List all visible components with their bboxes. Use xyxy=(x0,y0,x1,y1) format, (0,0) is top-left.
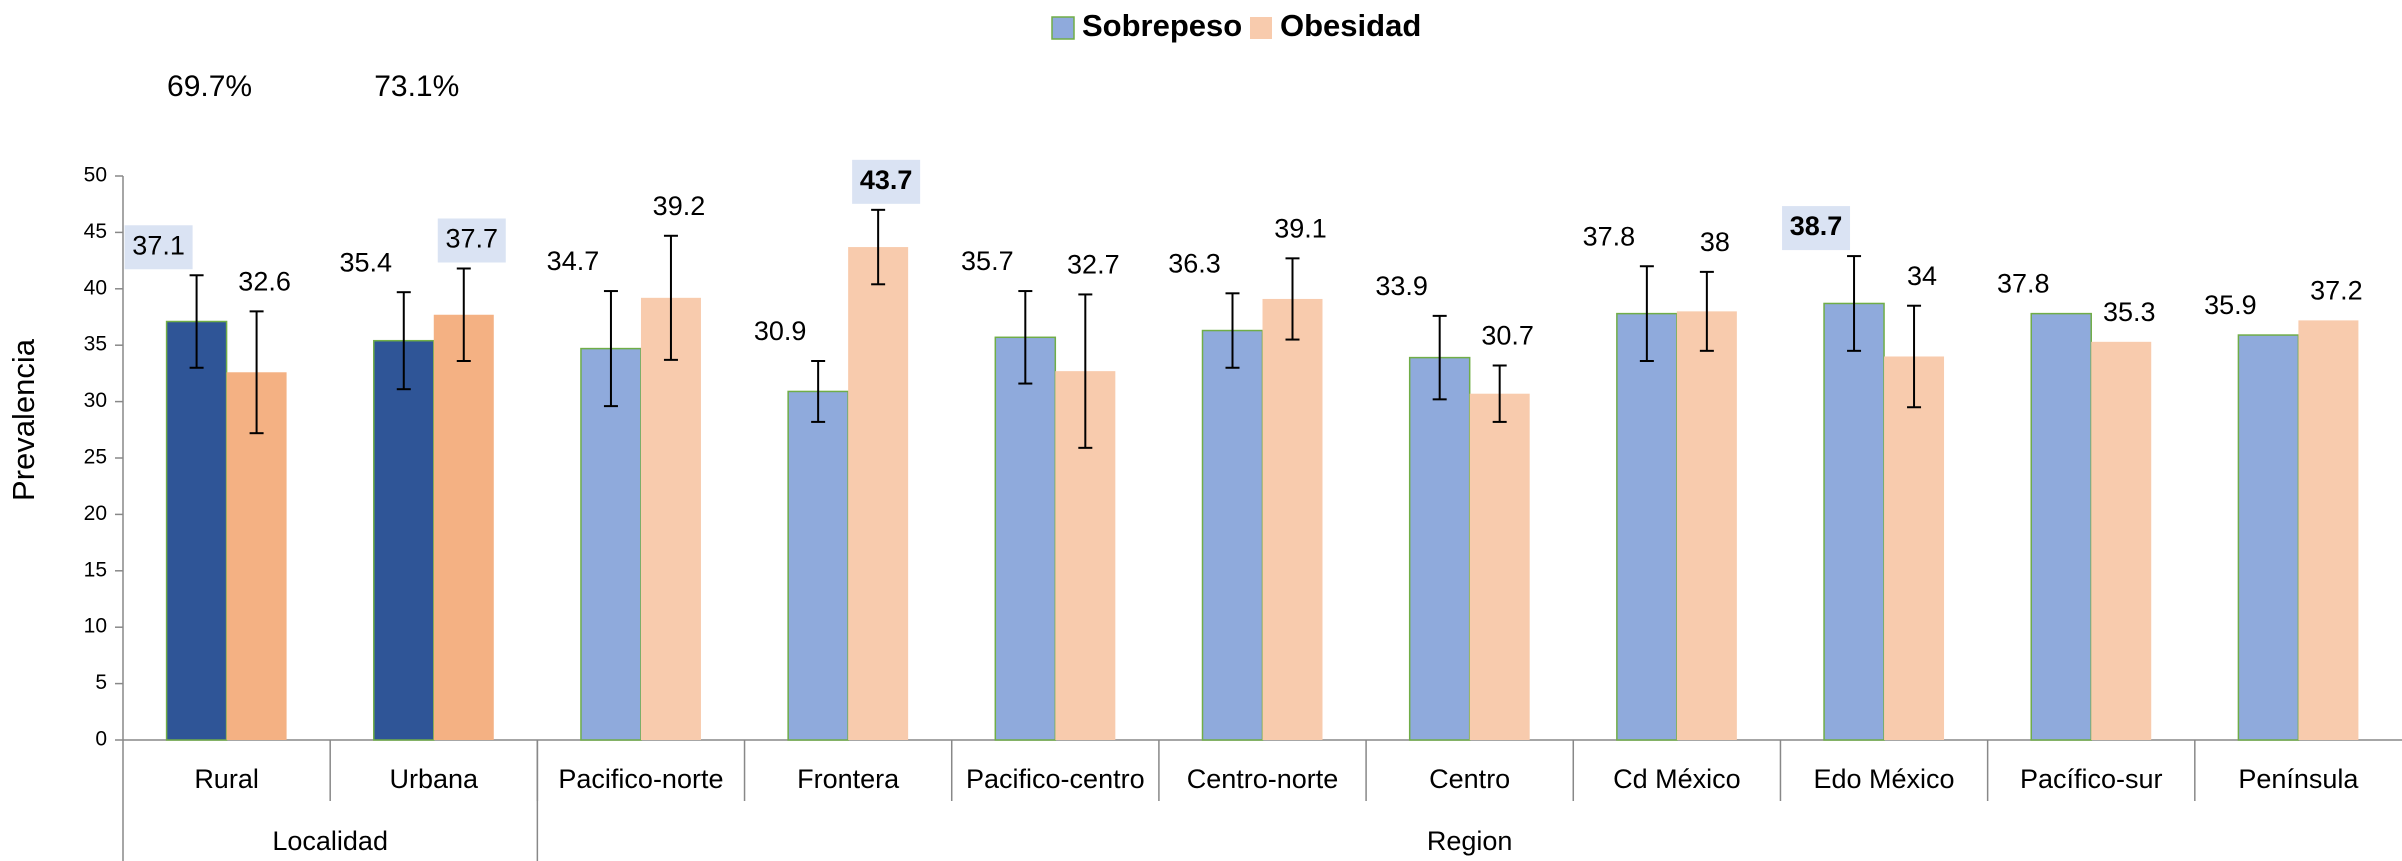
value-label: 30.7 xyxy=(1481,321,1534,351)
label-highlight xyxy=(124,225,193,270)
value-label: 35.9 xyxy=(2204,290,2257,320)
x-tick-label: Urbana xyxy=(389,764,479,794)
bar xyxy=(1262,298,1323,740)
error-bar xyxy=(603,290,618,408)
x-tick-label: Península xyxy=(2238,764,2359,794)
value-label: 30.9 xyxy=(754,316,807,346)
x-tick-label: Centro-norte xyxy=(1187,764,1339,794)
bar xyxy=(1201,329,1264,741)
value-label: 34 xyxy=(1907,261,1937,291)
bar xyxy=(787,390,849,741)
bar xyxy=(1408,356,1471,741)
label-highlight xyxy=(1782,206,1851,251)
value-label: 43.7 xyxy=(860,165,913,195)
legend-label: Sobrepeso xyxy=(1082,8,1242,43)
bar xyxy=(2298,320,2359,740)
error-bar xyxy=(811,359,826,423)
y-tick-label: 20 xyxy=(84,502,107,525)
bar xyxy=(373,339,435,741)
value-label: 32.7 xyxy=(1067,250,1120,280)
bar xyxy=(2091,341,2152,740)
y-tick-label: 25 xyxy=(84,446,107,469)
bar xyxy=(994,336,1057,741)
bar xyxy=(1884,356,1945,740)
value-label: 39.2 xyxy=(653,191,706,221)
value-label: 33.9 xyxy=(1375,271,1428,301)
value-label: 37.8 xyxy=(1997,269,2050,299)
x-tick-label: Frontera xyxy=(797,764,900,794)
bar xyxy=(1823,302,1885,741)
x-tick-label: Pacífico-sur xyxy=(2020,764,2163,794)
annotation: 73.1% xyxy=(374,70,459,103)
y-tick-label: 5 xyxy=(95,671,107,694)
error-bar xyxy=(1847,255,1862,352)
bar xyxy=(848,247,909,740)
value-label: 35.3 xyxy=(2103,297,2156,327)
y-tick-label: 10 xyxy=(84,615,107,638)
y-tick-label: 40 xyxy=(84,276,107,299)
value-label: 37.7 xyxy=(445,224,498,254)
bar xyxy=(1616,312,1678,741)
error-bar xyxy=(456,267,471,362)
legend-swatch xyxy=(1250,17,1272,39)
bar xyxy=(580,347,642,741)
x-tick-label: Pacifico-norte xyxy=(558,764,723,794)
x-tick-label: Centro xyxy=(1429,764,1510,794)
bar xyxy=(433,314,494,740)
error-bar xyxy=(663,234,678,361)
label-highlight xyxy=(437,218,506,263)
bar xyxy=(640,297,701,740)
error-bar xyxy=(1639,265,1654,362)
y-tick-label: 0 xyxy=(95,728,107,751)
value-label: 34.7 xyxy=(547,246,600,276)
x-tick-label: Rural xyxy=(194,764,259,794)
error-bar xyxy=(189,274,204,369)
y-tick-label: 30 xyxy=(84,389,107,412)
group-label: Region xyxy=(1427,826,1513,856)
error-bar xyxy=(1225,292,1240,369)
error-bar xyxy=(249,310,264,435)
x-tick-label: Cd México xyxy=(1613,764,1741,794)
value-label: 39.1 xyxy=(1274,213,1327,243)
bar xyxy=(2237,334,2300,741)
label-highlight xyxy=(852,159,921,204)
value-label: 37.1 xyxy=(132,230,185,260)
error-bar xyxy=(396,291,411,391)
annotation: 69.7% xyxy=(167,70,252,103)
error-bar xyxy=(1018,290,1033,385)
value-label: 32.6 xyxy=(238,266,291,296)
legend-swatch xyxy=(1051,16,1075,40)
value-label: 38.7 xyxy=(1790,211,1843,241)
value-label: 35.4 xyxy=(339,247,392,277)
error-bar xyxy=(1078,293,1093,449)
y-tick-label: 15 xyxy=(84,558,107,581)
value-label: 36.3 xyxy=(1168,248,1221,278)
bar xyxy=(2030,312,2092,741)
bar xyxy=(165,320,228,741)
error-bar xyxy=(1492,364,1507,423)
error-bar xyxy=(1699,270,1714,352)
y-tick-label: 45 xyxy=(84,220,107,243)
value-label: 37.8 xyxy=(1583,221,1636,251)
error-bar xyxy=(871,208,886,286)
legend-label: Obesidad xyxy=(1280,8,1421,43)
y-tick-label: 50 xyxy=(84,164,107,187)
value-label: 37.2 xyxy=(2310,276,2363,306)
x-tick-label: Pacifico-centro xyxy=(966,764,1145,794)
value-label: 38 xyxy=(1700,227,1730,257)
error-bar xyxy=(1285,257,1300,341)
bar xyxy=(1469,393,1530,740)
group-label: Localidad xyxy=(272,826,388,856)
error-bar xyxy=(1432,314,1447,401)
y-axis-label: Prevalencia xyxy=(6,338,41,501)
error-bar xyxy=(1907,304,1922,409)
bar xyxy=(1676,311,1737,740)
x-tick-label: Edo México xyxy=(1814,764,1955,794)
value-label: 35.7 xyxy=(961,246,1014,276)
y-tick-label: 35 xyxy=(84,333,107,356)
